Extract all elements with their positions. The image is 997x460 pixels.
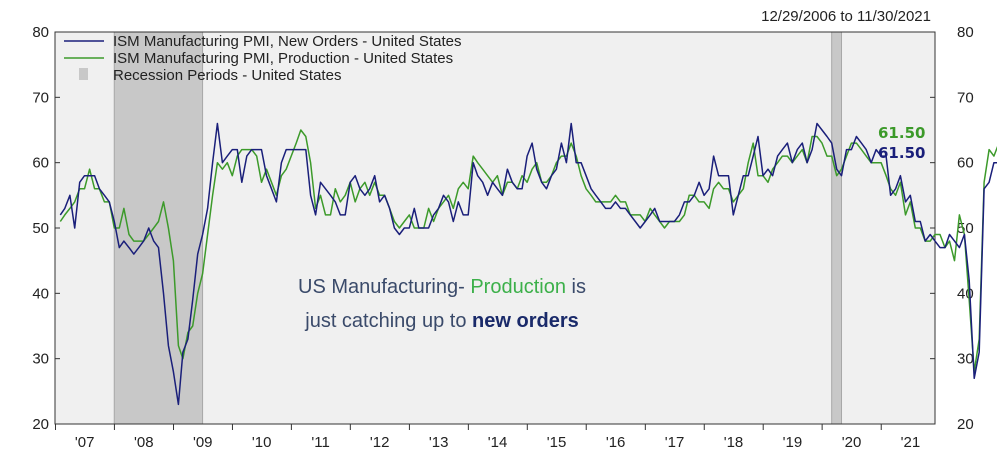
- y-tick-label-left: 20: [32, 416, 49, 433]
- x-tick-label: '17: [665, 434, 685, 451]
- series-lines: [59, 122, 997, 406]
- x-tick-label: '18: [724, 434, 744, 451]
- x-axis: '07 '08 '09 '10 '11 '12 '13 '14 '15 '16 '17 '18 '19 '…: [54, 424, 921, 451]
- recession-bands: [113, 32, 843, 424]
- recession-band-1: [114, 32, 203, 424]
- annotation-line-2: just catching up to new orders: [304, 310, 578, 332]
- y-tick-label-right: 50: [957, 220, 974, 237]
- x-tick-label: '16: [606, 434, 626, 451]
- legend-swatch-recession: [79, 68, 88, 80]
- x-tick-label: '10: [252, 434, 272, 451]
- x-tick-label: '14: [488, 434, 508, 451]
- legend-label-production: ISM Manufacturing PMI, Production - Unit…: [113, 50, 453, 67]
- y-axis-right: 20 30 40 50 60 70 80: [930, 24, 974, 433]
- x-tick-label: '08: [134, 434, 154, 451]
- y-tick-label-right: 70: [957, 89, 974, 106]
- annotation-2a: just catching up to: [304, 310, 472, 332]
- y-tick-label-left: 30: [32, 351, 49, 368]
- end-label-new-orders: 61.50: [878, 144, 925, 162]
- x-tick-label: '09: [193, 434, 213, 451]
- x-tick-label: '11: [311, 434, 329, 451]
- series-line-new-orders: [59, 122, 997, 406]
- annotation-1b: Production: [470, 276, 566, 298]
- x-tick-label: '13: [429, 434, 449, 451]
- x-tick-label: '12: [370, 434, 390, 451]
- x-tick-label: '07: [75, 434, 95, 451]
- x-tick-label: '21: [901, 434, 921, 451]
- x-tick-label: '20: [842, 434, 862, 451]
- legend-label-new-orders: ISM Manufacturing PMI, New Orders - Unit…: [113, 33, 461, 50]
- x-tick-label: '19: [783, 434, 803, 451]
- legend-label-recession: Recession Periods - United States: [113, 67, 341, 84]
- series-line-production: [59, 129, 997, 373]
- y-tick-label-left: 70: [32, 89, 49, 106]
- end-label-production: 61.50: [878, 124, 925, 142]
- recession-band-2: [831, 32, 842, 424]
- y-axis-left: 20 30 40 50 60 70 80: [32, 24, 60, 433]
- annotation-2b: new orders: [472, 310, 579, 332]
- annotation-line-1: US Manufacturing- Production is: [298, 276, 586, 298]
- date-range-label: 12/29/2006 to 11/30/2021: [761, 8, 931, 25]
- y-tick-label-left: 50: [32, 220, 49, 237]
- y-tick-label-left: 40: [32, 285, 49, 302]
- y-tick-label-right: 20: [957, 416, 974, 433]
- y-tick-label-left: 60: [32, 155, 49, 172]
- y-tick-label-left: 80: [32, 24, 49, 41]
- legend: ISM Manufacturing PMI, New Orders - Unit…: [64, 33, 461, 84]
- y-tick-label-right: 80: [957, 24, 974, 41]
- annotation-1c: is: [566, 276, 586, 298]
- y-tick-label-right: 40: [957, 285, 974, 302]
- y-tick-label-right: 60: [957, 155, 974, 172]
- annotation-1a: US Manufacturing-: [298, 276, 470, 298]
- y-tick-label-right: 30: [957, 351, 974, 368]
- x-tick-label: '15: [547, 434, 567, 451]
